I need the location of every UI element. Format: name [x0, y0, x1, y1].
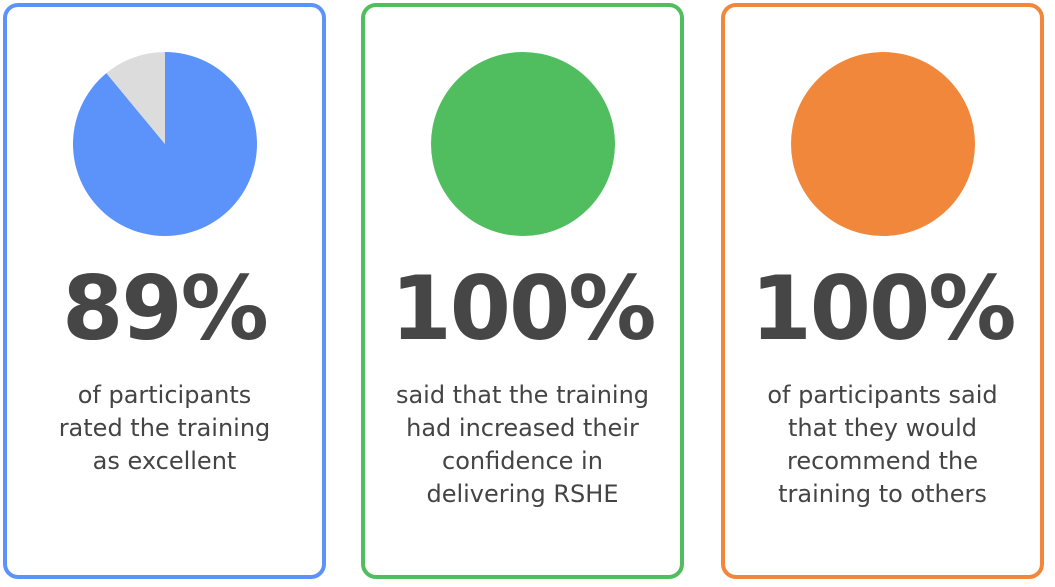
pie-slice-increased-confidence: [430, 52, 615, 236]
pie-slice-excellent: [72, 52, 257, 237]
stat-percentage: 100%: [390, 257, 657, 360]
pie-slice-would-recommend: [790, 52, 975, 236]
stat-percentage: 100%: [750, 257, 1017, 360]
stat-caption: said that the training had increased the…: [395, 381, 650, 508]
pie-chart: [72, 52, 257, 237]
stat-percentage: 89%: [62, 257, 269, 360]
pie-slice-other: [105, 52, 165, 144]
stat-card-recommend: 100% of participants said that they woul…: [721, 3, 1044, 579]
pie-chart: [430, 52, 615, 236]
pie-chart: [790, 52, 975, 236]
stat-caption: of participants said that they would rec…: [767, 381, 998, 508]
stat-card-confidence: 100% said that the training had increase…: [361, 3, 684, 579]
stat-caption: of participants rated the training as ex…: [58, 381, 271, 475]
stat-card-excellent: 89% of participants rated the training a…: [3, 3, 326, 579]
